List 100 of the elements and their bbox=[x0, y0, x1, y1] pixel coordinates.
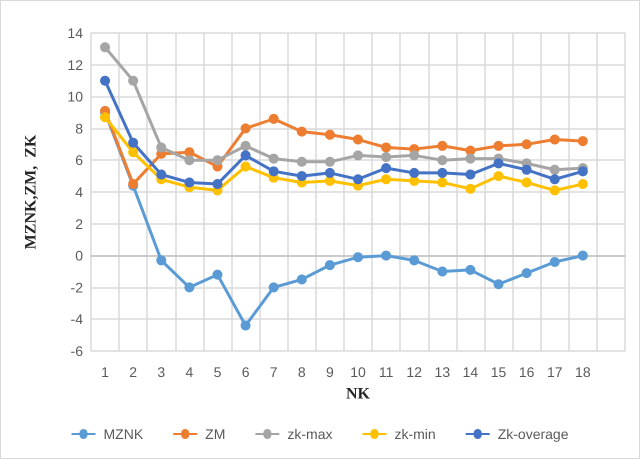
point bbox=[522, 164, 532, 175]
point bbox=[409, 150, 420, 160]
point bbox=[381, 142, 392, 152]
point bbox=[381, 152, 392, 162]
legend-label: MZNK bbox=[103, 426, 144, 442]
point bbox=[268, 166, 279, 176]
point bbox=[353, 134, 363, 145]
point bbox=[128, 76, 138, 86]
legend-label: zk-max bbox=[287, 426, 332, 442]
x-tick-label: 2 bbox=[129, 364, 138, 380]
point bbox=[381, 163, 392, 174]
point bbox=[240, 150, 251, 160]
point bbox=[184, 282, 194, 292]
point bbox=[353, 150, 363, 160]
point bbox=[522, 177, 532, 188]
y-tick-label: -4 bbox=[70, 311, 84, 328]
x-tick-label: 10 bbox=[350, 364, 366, 380]
y-axis-title: MZNK,ZM, ZK bbox=[22, 134, 40, 250]
point bbox=[100, 76, 110, 86]
x-tick-label: 11 bbox=[378, 364, 394, 380]
point bbox=[437, 140, 448, 151]
point bbox=[494, 158, 504, 168]
y-tick-label: -6 bbox=[70, 343, 84, 359]
y-tick-label: 4 bbox=[75, 184, 84, 200]
point bbox=[184, 177, 194, 188]
point bbox=[494, 171, 504, 182]
point bbox=[240, 162, 251, 172]
y-tick-label: 6 bbox=[75, 152, 84, 168]
point bbox=[437, 266, 448, 276]
point bbox=[324, 260, 335, 270]
point bbox=[296, 126, 307, 137]
point bbox=[437, 168, 448, 178]
point bbox=[324, 130, 335, 140]
x-axis-title: NK bbox=[346, 385, 371, 402]
x-tick-label: 4 bbox=[185, 364, 194, 380]
point bbox=[381, 250, 392, 261]
point bbox=[550, 185, 560, 196]
x-tick-label: 3 bbox=[157, 364, 166, 380]
point bbox=[578, 136, 588, 146]
x-tick-label: 8 bbox=[298, 364, 306, 380]
point bbox=[522, 268, 532, 278]
x-tick-label: 17 bbox=[546, 364, 563, 380]
point bbox=[465, 154, 476, 164]
point bbox=[156, 142, 166, 152]
point bbox=[296, 274, 307, 284]
x-tick-label: 16 bbox=[518, 364, 535, 380]
point bbox=[268, 154, 279, 164]
point bbox=[240, 123, 251, 134]
y-tick-label: 2 bbox=[75, 216, 84, 232]
point bbox=[128, 138, 138, 148]
point bbox=[100, 112, 110, 122]
point bbox=[578, 250, 588, 261]
point bbox=[522, 139, 532, 150]
point bbox=[156, 255, 166, 266]
point bbox=[268, 114, 279, 124]
point bbox=[324, 156, 335, 167]
point bbox=[212, 155, 222, 166]
x-tick-label: 1 bbox=[101, 364, 110, 380]
point bbox=[437, 155, 448, 166]
point bbox=[353, 252, 363, 262]
x-tick-label: 6 bbox=[242, 364, 250, 380]
point bbox=[184, 155, 194, 166]
point bbox=[578, 179, 588, 190]
point bbox=[240, 140, 251, 151]
point bbox=[494, 140, 504, 151]
point bbox=[550, 256, 560, 267]
point bbox=[240, 320, 251, 331]
x-tick-label: 15 bbox=[490, 364, 507, 380]
x-tick-label: 13 bbox=[434, 364, 450, 380]
point bbox=[212, 270, 222, 280]
y-tick-label: 12 bbox=[67, 56, 84, 73]
y-tick-label: 14 bbox=[67, 25, 84, 41]
y-tick-label: 8 bbox=[75, 120, 84, 136]
point bbox=[296, 171, 307, 182]
point bbox=[550, 164, 560, 175]
point bbox=[212, 179, 222, 190]
point bbox=[100, 42, 110, 52]
x-tick-label: 18 bbox=[575, 364, 591, 380]
x-tick-label: 14 bbox=[462, 364, 478, 380]
x-tick-label: 7 bbox=[270, 364, 278, 380]
y-tick-label: 0 bbox=[75, 248, 84, 264]
point bbox=[494, 279, 504, 290]
point bbox=[409, 168, 420, 178]
legend-label: ZM bbox=[205, 426, 226, 442]
point bbox=[550, 174, 560, 184]
point bbox=[296, 156, 307, 167]
point bbox=[465, 184, 476, 194]
x-tick-label: 12 bbox=[406, 364, 422, 380]
legend-label: Zk-overage bbox=[498, 426, 569, 442]
point bbox=[156, 170, 166, 180]
point bbox=[437, 177, 448, 188]
point bbox=[465, 264, 476, 275]
point bbox=[465, 170, 476, 180]
point bbox=[409, 255, 420, 266]
y-tick-label: -2 bbox=[70, 279, 84, 296]
y-tick-label: 10 bbox=[67, 88, 84, 105]
point bbox=[324, 168, 335, 178]
point bbox=[578, 166, 588, 176]
x-tick-label: 9 bbox=[326, 364, 334, 380]
point bbox=[268, 282, 279, 292]
